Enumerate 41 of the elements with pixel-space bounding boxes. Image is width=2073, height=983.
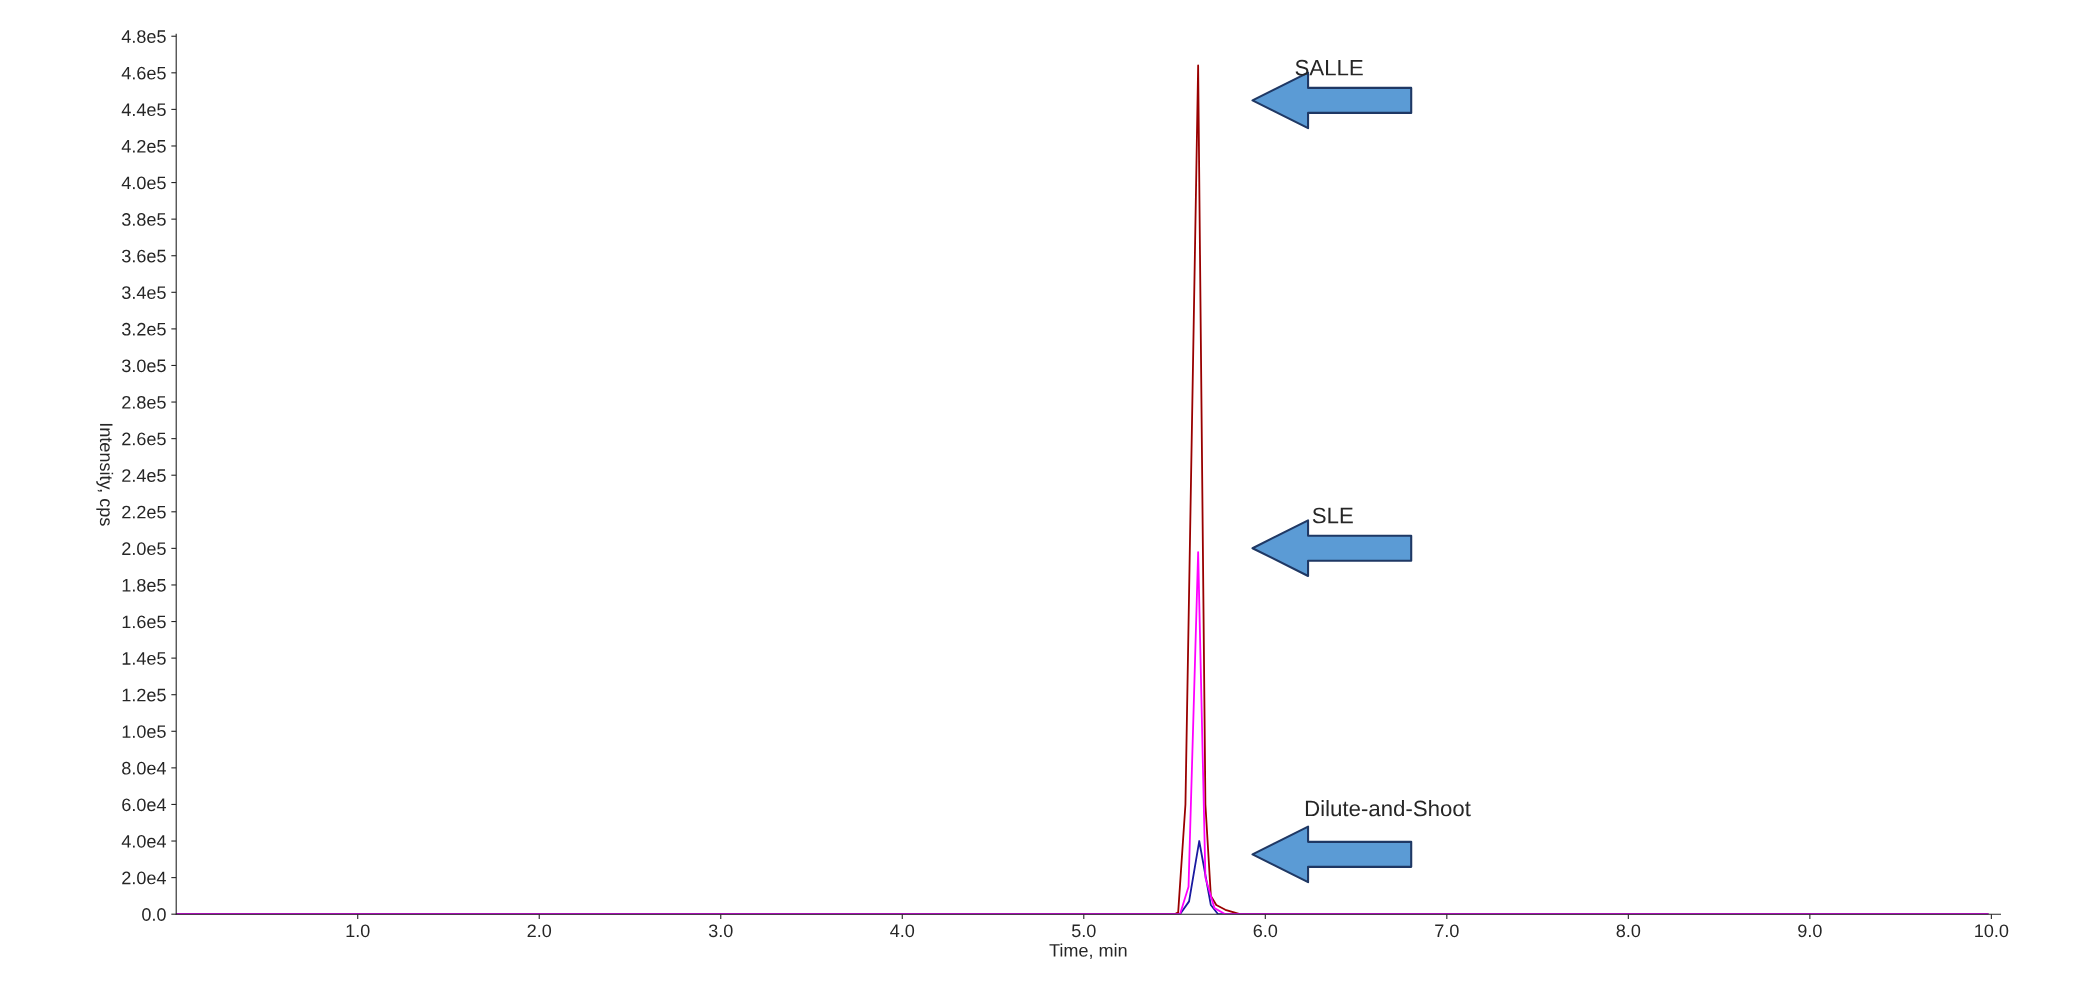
y-tick-label: 0.0 xyxy=(142,908,166,921)
y-tick-label: 2.4e5 xyxy=(122,469,166,482)
y-tick-label: 3.6e5 xyxy=(121,249,166,263)
y-tick-label: 2.0e5 xyxy=(122,542,166,556)
y-tick-label: 2.2e5 xyxy=(122,505,166,519)
x-tick-label: 3.0 xyxy=(708,924,733,938)
y-tick-label: 4.0e4 xyxy=(121,834,166,848)
y-tick-label: 8.0e4 xyxy=(122,761,166,775)
y-tick-label: 2.8e5 xyxy=(122,395,166,409)
y-tick-label: 4.6e5 xyxy=(121,66,166,80)
x-tick-label: 5.0 xyxy=(1071,924,1096,938)
x-tick-label: 4.0 xyxy=(890,924,915,938)
x-tick-label: 6.0 xyxy=(1253,924,1278,938)
line-series xyxy=(176,551,1989,915)
y-tick-label: 2.0e4 xyxy=(122,871,166,885)
x-tick-label: 9.0 xyxy=(1798,924,1822,938)
annotation: Dilute-and-Shoot xyxy=(1305,800,1471,817)
y-tick-label: 3.4e5 xyxy=(121,286,166,300)
x-tick-label: 7.0 xyxy=(1435,924,1459,938)
y-axis-title: Intensity, cps xyxy=(96,423,114,526)
x-tick-label: 10.0 xyxy=(1975,924,2009,938)
x-tick-label: 2.0 xyxy=(527,924,552,938)
x-tick-label: 1.0 xyxy=(346,924,370,938)
annotation: SLE xyxy=(1312,507,1353,524)
annotation: SALLE xyxy=(1295,59,1363,76)
y-tick-label: 1.0e5 xyxy=(122,725,166,738)
y-tick-label: 4.0e5 xyxy=(121,176,166,190)
y-tick-label: 4.4e5 xyxy=(121,103,166,117)
y-tick-label: 4.2e5 xyxy=(121,139,166,153)
y-tick-label: 6.0e4 xyxy=(122,798,166,812)
y-tick-label: 1.4e5 xyxy=(122,652,166,665)
y-tick-label: 3.0e5 xyxy=(121,359,166,373)
y-tick-label: 3.2e5 xyxy=(121,322,166,336)
x-axis-title: Time, min xyxy=(1049,943,1127,959)
y-tick-label: 3.8e5 xyxy=(121,213,166,226)
y-tick-label: 4.8e5 xyxy=(121,30,166,43)
y-tick-label: 1.8e5 xyxy=(122,578,166,592)
y-tick-label: 1.6e5 xyxy=(122,615,166,629)
y-tick-label: 1.2e5 xyxy=(122,688,166,702)
x-tick-label: 8.0 xyxy=(1616,924,1641,938)
y-tick-label: 2.6e5 xyxy=(122,432,166,446)
